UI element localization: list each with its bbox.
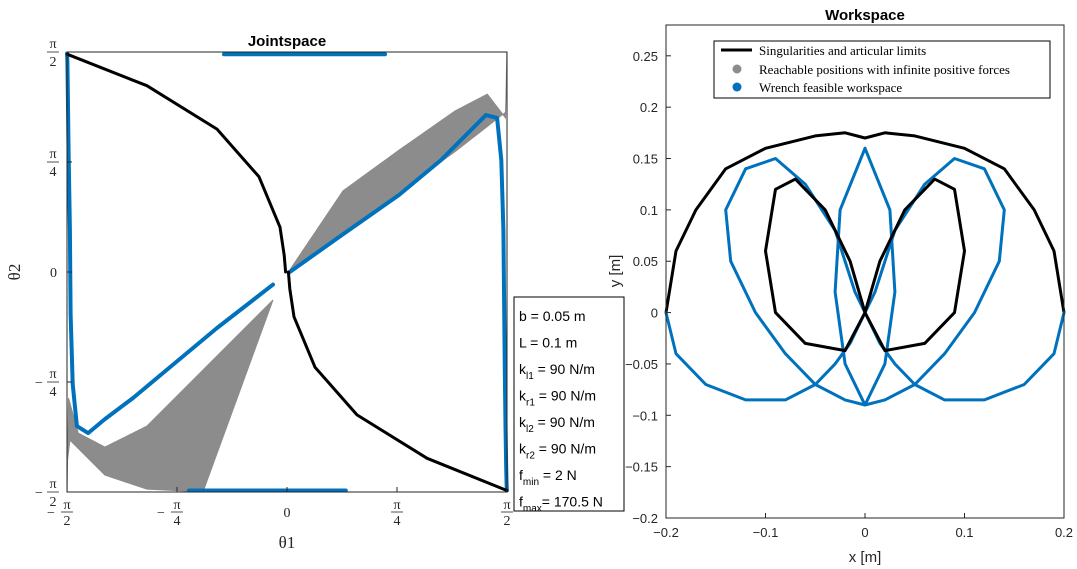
series-blue-2 xyxy=(724,146,897,407)
workspace-legend: Singularities and articular limits Reach… xyxy=(713,40,1051,99)
series-black-0 xyxy=(664,131,1066,315)
y-tick-denominator: 4 xyxy=(50,385,57,400)
y-tick-label: −0.2 xyxy=(632,511,658,526)
workspace-x-ticks: −0.2 −0.1 0 0.1 0.2 xyxy=(653,513,1073,540)
legend-label-wrench: Wrench feasible workspace xyxy=(759,80,902,95)
y-tick-label: −0.15 xyxy=(625,460,658,475)
parameter-line: L = 0.1 m xyxy=(519,335,577,351)
series-black-7 xyxy=(286,270,509,492)
legend-label-reachable: Reachable positions with infinite positi… xyxy=(759,62,1010,77)
y-tick-sign: − xyxy=(35,486,43,501)
x-tick-label: −0.2 xyxy=(653,525,679,540)
y-tick-label: 0.2 xyxy=(640,100,658,115)
x-tick-label: 0 xyxy=(861,525,868,540)
legend-swatch-reachable xyxy=(732,64,742,74)
series-blue-2 xyxy=(287,113,509,493)
y-tick-label: 0.05 xyxy=(633,254,658,269)
y-tick-label: 0.15 xyxy=(633,152,658,167)
x-tick-denominator: 2 xyxy=(504,514,511,529)
workspace-x-label: x [m] xyxy=(849,549,882,566)
x-tick-label: 0.1 xyxy=(955,525,973,540)
workspace-axes-box xyxy=(665,24,1065,519)
workspace-title: Workspace xyxy=(825,7,905,24)
jointspace-title: Jointspace xyxy=(248,33,326,50)
parameter-box: b = 0.05 m L = 0.1 m kl1 = 90 N/m kr1 = 90 … xyxy=(513,296,625,515)
parameter-line: kl1 = 90 N/m xyxy=(519,361,595,382)
y-tick-sign: − xyxy=(35,376,43,391)
y-tick-numerator: π xyxy=(49,477,56,492)
parameter-line: b = 0.05 m xyxy=(519,308,586,324)
series-blue-1 xyxy=(664,311,1066,402)
y-tick-label: 0.1 xyxy=(640,203,658,218)
y-tick-numerator: π xyxy=(49,367,56,382)
workspace-y-label: y [m] xyxy=(607,255,624,288)
y-tick-label: 0 xyxy=(651,306,658,321)
series-black-4 xyxy=(764,177,867,353)
workspace-y-ticks: −0.2 −0.15 −0.1 −0.05 0 0.05 0.1 0.15 0.2 0.25 xyxy=(625,49,671,526)
series-blue-3 xyxy=(833,146,1006,407)
workspace-chart: Workspace −0.2 −0.1 0 0.1 0.2 −0.2−0.15−0.1−… xyxy=(607,7,1073,566)
x-tick-label: 0 xyxy=(284,506,291,521)
x-tick-numerator: π xyxy=(63,498,70,513)
series-black-6 xyxy=(65,52,288,274)
x-tick-numerator: π xyxy=(393,498,400,513)
x-tick-denominator: 4 xyxy=(394,514,401,529)
legend-label-singularities: Singularities and articular limits xyxy=(759,43,926,58)
y-tick-label: 0 xyxy=(50,266,57,281)
y-tick-numerator: π xyxy=(49,147,56,162)
parameter-line: kr2 = 90 N/m xyxy=(519,441,596,462)
workspace-plot-area xyxy=(664,131,1066,407)
y-tick-label: 0.25 xyxy=(633,49,658,64)
legend-swatch-wrench xyxy=(732,82,742,92)
x-tick-denominator: 2 xyxy=(64,514,71,529)
y-tick-denominator: 2 xyxy=(50,495,57,510)
y-tick-label: −0.1 xyxy=(632,408,658,423)
series-gray-1 xyxy=(66,299,274,493)
jointspace-y-label: θ2 xyxy=(5,264,24,281)
y-tick-denominator: 2 xyxy=(50,55,57,70)
parameter-line: fmin = 2 N xyxy=(519,467,577,488)
parameter-line: kr1 = 90 N/m xyxy=(519,388,596,409)
x-tick-label: −0.1 xyxy=(753,525,779,540)
x-tick-label: 0.2 xyxy=(1055,525,1073,540)
y-tick-numerator: π xyxy=(49,37,56,52)
parameter-box-frame xyxy=(513,296,625,512)
x-tick-sign: − xyxy=(47,506,55,521)
x-tick-sign: − xyxy=(157,506,165,521)
jointspace-plot-area xyxy=(65,51,509,493)
series-blue-3 xyxy=(65,51,275,436)
parameter-lines: b = 0.05 m L = 0.1 m kl1 = 90 N/m kr1 = 90 … xyxy=(519,308,603,515)
jointspace-x-label: θ1 xyxy=(279,533,296,552)
y-tick-denominator: 4 xyxy=(50,165,57,180)
series-black-5 xyxy=(863,177,966,353)
parameter-line: fmax= 170.5 N xyxy=(519,494,603,515)
legend-frame xyxy=(713,40,1051,99)
x-tick-numerator: π xyxy=(173,498,180,513)
x-tick-numerator: π xyxy=(503,498,510,513)
x-tick-denominator: 4 xyxy=(174,514,181,529)
y-tick-label: −0.05 xyxy=(625,357,658,372)
series-gray-0 xyxy=(287,52,508,273)
parameter-line: kl2 = 90 N/m xyxy=(519,414,595,435)
